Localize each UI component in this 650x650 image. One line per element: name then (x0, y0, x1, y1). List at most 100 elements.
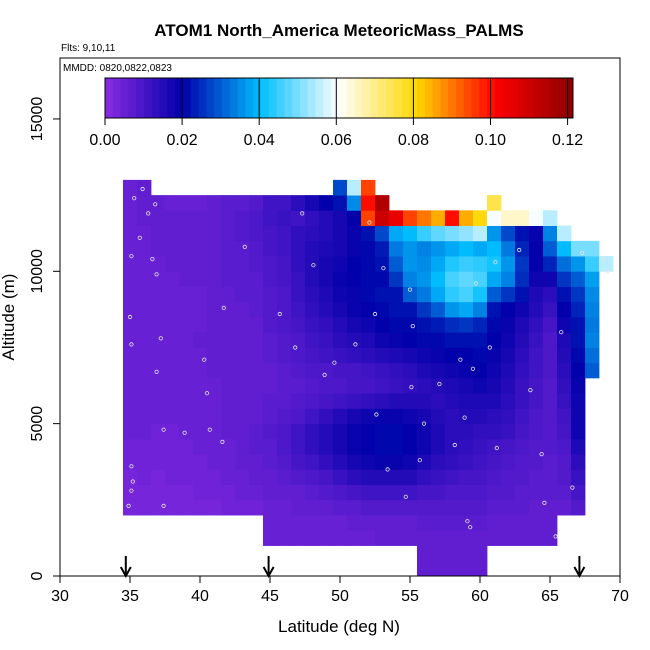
heatmap-cell (501, 317, 516, 333)
heatmap-cell (403, 210, 418, 226)
heatmap-cell (207, 347, 222, 364)
heatmap-cell (417, 210, 432, 226)
heatmap-cell (347, 347, 362, 364)
y-tick-label: 15000 (29, 97, 46, 142)
heatmap-cell (557, 454, 572, 470)
heatmap-cell (487, 317, 502, 333)
colorbar-segment (534, 78, 543, 118)
sample-point (468, 525, 473, 530)
heatmap-cell (431, 286, 446, 303)
heatmap-cell (389, 286, 404, 303)
heatmap-cell (585, 347, 600, 364)
heatmap-cell (249, 301, 264, 318)
heatmap-cell (305, 408, 320, 425)
heatmap-cell (445, 301, 460, 318)
heatmap-cell (361, 179, 376, 196)
heatmap-cell (263, 469, 278, 485)
heatmap-cell (361, 271, 376, 287)
colorbar-tick-label: 0.00 (89, 132, 120, 149)
heatmap-cell (473, 393, 488, 409)
heatmap-cell (417, 256, 432, 272)
heatmap-cell (277, 271, 292, 287)
heatmap-cell (543, 332, 558, 348)
heatmap-cell (263, 438, 278, 455)
sample-point (140, 186, 145, 192)
heatmap-cell (263, 530, 278, 546)
heatmap-cell (389, 499, 404, 516)
heatmap-cell (557, 408, 572, 425)
sample-point (126, 503, 131, 508)
heatmap-cell (389, 469, 404, 485)
heatmap-cell (347, 240, 362, 257)
heatmap-cell (473, 271, 488, 287)
heatmap-cell (585, 301, 600, 318)
heatmap-cell (403, 256, 418, 272)
colorbar-segment (284, 78, 293, 118)
heatmap-cell (193, 195, 208, 211)
heatmap-cell (515, 301, 530, 318)
heatmap-cell (235, 317, 250, 333)
heatmap-cell (403, 332, 418, 348)
heatmap-cell (375, 286, 390, 303)
heatmap-cell (305, 377, 320, 394)
heatmap-cell (375, 408, 390, 425)
heatmap-cell (585, 256, 600, 272)
heatmap-cell (389, 256, 404, 272)
x-tick-label: 35 (121, 588, 139, 605)
heatmap-cell (235, 377, 250, 394)
heatmap-cell (263, 423, 278, 440)
heatmap-cell (375, 469, 390, 485)
heatmap-cell (445, 317, 460, 333)
heatmap-cell (375, 195, 390, 211)
heatmap-cell (347, 530, 362, 546)
heatmap-cell (543, 256, 558, 272)
heatmap-cell (431, 332, 446, 348)
sample-point (493, 260, 498, 265)
heatmap-cell (123, 454, 138, 470)
x-tick-label: 40 (191, 588, 209, 605)
heatmap-cell (249, 499, 264, 516)
heatmap-cell (137, 454, 152, 470)
heatmap-cell (291, 195, 306, 211)
heatmap-cell (389, 210, 404, 226)
heatmap-cell (249, 225, 264, 242)
heatmap-cell (291, 438, 306, 455)
heatmap-cell (403, 317, 418, 333)
heatmap-cell (487, 332, 502, 348)
heatmap-cell (179, 408, 194, 425)
heatmap-cell (543, 240, 558, 257)
heatmap-cell (389, 362, 404, 379)
heatmap-cell (459, 423, 474, 440)
heatmap-cell (487, 362, 502, 379)
heatmap-cell (515, 362, 530, 379)
heatmap-cell (543, 499, 558, 516)
heatmap-cell (305, 423, 320, 440)
heatmap-cell (571, 240, 586, 257)
heatmap-cell (473, 423, 488, 440)
heatmap-cell (445, 454, 460, 470)
sample-point (410, 323, 415, 329)
heatmap-cell (515, 240, 530, 257)
heatmap-cell (487, 347, 502, 364)
heatmap-cell (319, 499, 334, 516)
heatmap-cell (473, 469, 488, 485)
heatmap-cell (375, 362, 390, 379)
heatmap-cell (375, 332, 390, 348)
heatmap-cell (319, 301, 334, 318)
heatmap-cell (277, 408, 292, 425)
heatmap-cell (221, 423, 236, 440)
heatmap-cell (235, 454, 250, 470)
colorbar-tick-label: 0.08 (398, 132, 429, 149)
heatmap-cell (305, 332, 320, 348)
heatmap-cell (459, 377, 474, 394)
sample-point (437, 381, 442, 387)
heatmap-cell (515, 210, 530, 226)
heatmap-cell (319, 256, 334, 272)
heatmap-cell (291, 469, 306, 485)
heatmap-cell (165, 347, 180, 364)
heatmap-cell (123, 423, 138, 440)
sample-points (126, 186, 610, 539)
heatmap-cell (473, 438, 488, 455)
heatmap-cell (123, 408, 138, 425)
heatmap-cell (179, 438, 194, 455)
